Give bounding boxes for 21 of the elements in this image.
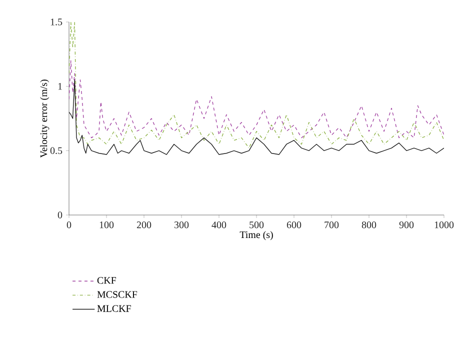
legend-label: MLCKF [97,305,131,312]
x-tick-label: 200 [136,222,152,228]
x-tick-label: 800 [362,222,376,228]
x-tick-label: 400 [212,222,226,228]
y-axis-title: Velocity error (m/s) [40,80,50,158]
legend-label: CKF [97,277,116,284]
x-tick-label: 300 [174,222,189,228]
x-tick-label: 1000 [434,222,454,228]
y-tick-label: 1 [58,83,62,90]
y-tick-label: 0.5 [50,147,62,154]
line-series [69,80,444,155]
x-tick-label: 700 [324,222,339,228]
x-tick-label: 600 [286,222,302,228]
legend-label: MCSCKF [97,291,138,298]
y-tick-label: 1.5 [50,18,62,26]
x-tick-label: 900 [399,222,414,228]
x-tick-label: 500 [250,222,264,228]
x-tick-label: 100 [100,222,114,228]
y-tick-label: 0 [58,212,62,218]
x-tick-label: 0 [66,222,72,228]
x-axis-title: Time (s) [240,231,273,240]
